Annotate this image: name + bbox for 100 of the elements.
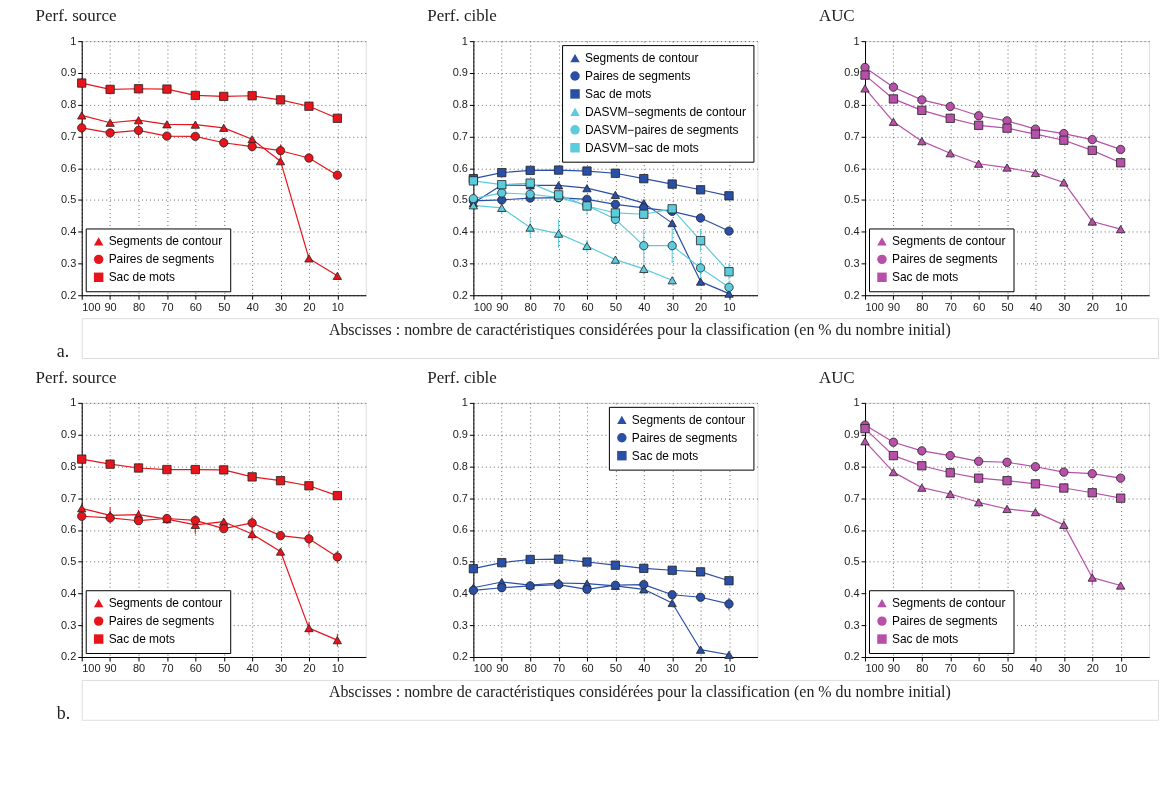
legend-label: Sac de mots: [891, 270, 959, 285]
legend-label: Paires de segments: [891, 252, 998, 267]
x-tick-label: 90: [496, 300, 509, 313]
x-tick-label: 40: [1029, 662, 1043, 675]
y-tick-label: 0.6: [844, 523, 860, 536]
y-tick-label: 0.9: [844, 66, 860, 79]
legend-label: Paires de segments: [108, 614, 215, 629]
y-tick-label: 0.7: [452, 129, 468, 142]
y-tick-label: 1: [853, 396, 860, 409]
y-tick-label: 0.6: [452, 523, 468, 536]
x-tick-label: 90: [104, 662, 117, 675]
x-tick-label: 50: [1001, 662, 1014, 675]
y-tick-label: 0.4: [844, 225, 860, 238]
y-tick-label: 0.2: [61, 650, 77, 663]
x-tick-label: 70: [552, 662, 566, 675]
x-tick-label: 60: [581, 300, 594, 313]
x-tick-label: 60: [189, 662, 202, 675]
y-tick-label: 0.5: [61, 555, 77, 568]
x-tick-label: 30: [1058, 662, 1071, 675]
x-tick-label: 20: [1086, 300, 1099, 313]
y-tick-label: 0.5: [61, 193, 77, 206]
y-tick-label: 1: [70, 34, 77, 47]
x-tick-label: 40: [638, 300, 651, 313]
legend-label: Sac de mots: [108, 632, 176, 647]
text: a.: [56, 341, 70, 362]
x-tick-label: 100: [473, 662, 493, 675]
y-tick-label: 0.4: [452, 225, 468, 238]
y-tick-label: 0.5: [452, 555, 468, 568]
legend-label: Segments de contour: [108, 234, 223, 249]
y-tick-label: 0.6: [452, 161, 468, 174]
y-tick-label: 0.3: [844, 618, 860, 631]
y-tick-label: 0.4: [61, 225, 77, 238]
x-tick-label: 80: [916, 300, 929, 313]
x-tick-label: 100: [82, 662, 101, 675]
x-tick-label: 70: [944, 300, 957, 313]
y-tick-label: 0.3: [61, 256, 77, 269]
y-tick-label: 0.2: [452, 650, 468, 663]
legend-label: Paires de segments: [108, 252, 215, 267]
y-tick-label: 0.7: [61, 129, 77, 142]
x-tick-label: 30: [666, 300, 679, 313]
x-tick-label: 70: [944, 662, 957, 675]
x-tick-label: 80: [524, 300, 537, 313]
legend-label: Sac de mots: [584, 86, 652, 101]
y-tick-label: 0.5: [844, 193, 860, 206]
x-tick-label: 50: [609, 300, 622, 313]
legend-label: Paires de segments: [631, 430, 738, 445]
y-tick-label: 1: [461, 396, 468, 409]
legend-label: Paires de segments: [891, 614, 998, 629]
chart-title: Perf. source: [35, 367, 117, 387]
y-tick-label: 0.5: [844, 555, 860, 568]
x-tick-label: 30: [666, 662, 679, 675]
legend-label: DASVM−segments de contour: [584, 104, 746, 119]
y-tick-label: 0.3: [452, 256, 468, 269]
x-tick-label: 80: [132, 662, 146, 675]
y-tick-label: 0.5: [452, 193, 468, 206]
legend-label: Segments de contour: [891, 596, 1006, 611]
legend-label: Segments de contour: [108, 596, 223, 611]
legend-label: Segments de contour: [891, 234, 1006, 249]
chart-title: AUC: [818, 6, 855, 26]
x-tick-label: 20: [303, 662, 316, 675]
text: Abscisses : nombre de caractéristiques considérées pour la classification (en % du nombre initial): [328, 321, 951, 340]
y-tick-label: 0.3: [844, 256, 860, 269]
x-tick-label: 90: [887, 300, 901, 313]
legend-label: Sac de mots: [631, 448, 699, 463]
x-tick-label: 20: [695, 300, 708, 313]
x-tick-label: 60: [189, 300, 202, 313]
x-tick-label: 90: [104, 300, 117, 313]
x-tick-label: 40: [246, 300, 259, 313]
x-tick-label: 30: [274, 662, 288, 675]
y-tick-label: 0.7: [452, 491, 468, 504]
y-tick-label: 0.9: [61, 66, 77, 79]
chart-title: Perf. cible: [427, 367, 497, 387]
x-tick-label: 40: [246, 662, 259, 675]
x-tick-label: 10: [723, 300, 736, 313]
x-tick-label: 30: [274, 300, 288, 313]
x-tick-label: 50: [1001, 300, 1014, 313]
y-tick-label: 0.7: [844, 491, 860, 504]
y-tick-label: 0.2: [844, 288, 860, 301]
legend-label: Sac de mots: [108, 270, 176, 285]
y-tick-label: 0.8: [844, 98, 860, 111]
x-tick-label: 70: [552, 300, 566, 313]
y-tick-label: 0.7: [844, 129, 860, 142]
y-tick-label: 0.4: [452, 586, 468, 599]
y-tick-label: 0.9: [452, 428, 468, 441]
y-tick-label: 0.2: [844, 650, 860, 663]
y-tick-label: 0.8: [844, 459, 860, 472]
x-tick-label: 50: [609, 662, 622, 675]
x-tick-label: 10: [1115, 662, 1128, 675]
y-tick-label: 0.8: [452, 459, 468, 472]
y-tick-label: 0.4: [61, 586, 77, 599]
x-tick-label: 40: [1029, 300, 1043, 313]
legend-label: Segments de contour: [584, 51, 699, 66]
text: Abscisses : nombre de caractéristiques considérées pour la classification (en % du nombre initial): [328, 682, 951, 701]
y-tick-label: 0.3: [452, 618, 468, 631]
x-tick-label: 100: [82, 300, 101, 313]
x-tick-label: 30: [1058, 300, 1071, 313]
y-tick-label: 0.8: [61, 459, 77, 472]
x-tick-label: 10: [1115, 300, 1128, 313]
x-tick-label: 10: [723, 662, 736, 675]
y-tick-label: 0.8: [452, 98, 468, 111]
